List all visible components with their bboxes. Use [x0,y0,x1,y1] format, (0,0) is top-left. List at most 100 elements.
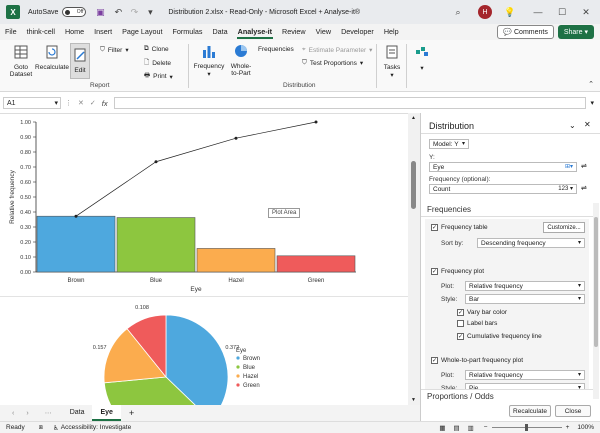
tab-analyse-it[interactable]: Analyse-it [233,24,277,40]
plot-select[interactable]: Relative frequency ▾ [465,281,585,291]
customize-button[interactable]: Customize... [543,222,585,233]
comments-button[interactable]: 💬 Comments [497,25,554,39]
tab-view[interactable]: View [315,27,332,36]
zoom-out-icon[interactable]: − [483,424,488,431]
plot2-select[interactable]: Relative frequency ▾ [465,370,585,380]
pane-scroll-thumb[interactable] [594,217,598,347]
lightbulb-icon[interactable]: 💡 [504,6,516,17]
frequency-button[interactable]: Frequency ▾ [192,43,226,78]
vertical-scrollbar[interactable]: ▲ ▼ [408,113,420,405]
scroll-up-icon[interactable]: ▲ [411,115,416,121]
y-options-icon[interactable]: ⇌ [581,163,587,170]
collapse-ribbon-icon[interactable]: ⌃ [588,81,594,88]
legend-marker [236,356,240,360]
accessibility-icon[interactable]: ♿ [52,424,59,432]
tab-data[interactable]: Data [212,27,228,36]
tab-scroll-right-icon[interactable]: › [26,409,29,417]
frequency-options-icon[interactable]: ⇌ [581,185,587,192]
filter-button[interactable]: ⛉ Filter ▾ [100,46,129,54]
vary-bar-color-checkbox[interactable]: ✓ Vary bar color [457,309,507,316]
normal-view-icon[interactable]: ▦ [439,424,446,432]
autosave-toggle[interactable]: Off [62,7,87,17]
undo-icon[interactable]: ↶ [114,6,123,17]
tab-more-icon[interactable]: ⋯ [44,410,52,417]
scroll-down-icon[interactable]: ▼ [411,397,416,403]
share-button[interactable]: Share ▾ [557,25,594,39]
formula-input[interactable] [113,97,587,109]
ribbon-separator [376,44,377,88]
clone-button[interactable]: ⧉ Clone [144,45,169,53]
recalculate-ribbon-button[interactable]: Recalculate [34,44,70,71]
frequencies-section-header[interactable]: Frequencies [421,203,593,217]
y-variable-field[interactable]: Eye ⊞▾ [429,162,577,172]
delete-button[interactable]: 🗋 Delete [144,58,171,69]
style-select[interactable]: Bar ▾ [465,294,585,304]
tasks-button[interactable]: Tasks ▾ [380,44,404,79]
cancel-icon[interactable]: ✕ [78,100,84,107]
frequency-variable-field[interactable]: Count 123 ▾ [429,184,577,194]
zoom-in-icon[interactable]: + [565,424,570,431]
macro-record-icon[interactable]: ⧈ [38,423,43,431]
name-box[interactable]: A1 ▾ [3,97,61,109]
maximize-icon[interactable]: ☐ [557,6,567,17]
tab-insert[interactable]: Insert [94,27,113,36]
redo-icon[interactable]: ↷ [130,6,139,17]
page-layout-view-icon[interactable]: ▤ [453,424,460,432]
whole-to-part-pie-chart[interactable]: 0.372 0.157 0.108 Eye Brown Blue Hazel Green [0,297,408,405]
close-button[interactable]: Close [555,405,591,417]
analyse-it-addin-button[interactable]: ▾ [410,44,434,72]
zoom-slider-thumb[interactable] [524,424,528,431]
close-icon[interactable]: ✕ [582,6,590,17]
label-bars-checkbox[interactable]: Label bars [457,320,497,327]
print-button[interactable]: 🖶 Print ▾ [144,71,173,82]
tab-developer[interactable]: Developer [341,27,374,36]
edit-button[interactable]: Edit [70,43,90,79]
customize-toolbar-icon[interactable]: ▾ [148,6,153,17]
pane-scrollbar[interactable] [593,203,599,399]
frequency-plot-checkbox[interactable]: ✓ Frequency plot [431,268,484,275]
frequency-table-checkbox[interactable]: ✓ Frequency table [431,224,488,231]
whole-to-part-button[interactable]: Whole- to-Part [226,43,256,77]
chevron-down-icon[interactable]: ▾ [590,100,594,107]
checkbox-unchecked [457,320,464,327]
recalculate-button[interactable]: Recalculate [509,405,551,417]
cumulative-frequency-line-checkbox[interactable]: ✓ Cumulative frequency line [457,333,542,340]
worksheet-area[interactable]: 0.00 0.10 0.20 0.30 0.40 0.50 0.60 0.70 0.80 0.90… [0,113,408,405]
tab-help[interactable]: Help [383,27,399,36]
tab-home[interactable]: Home [64,27,85,36]
enter-icon[interactable]: ✓ [89,100,96,107]
tab-page-layout[interactable]: Page Layout [122,27,163,36]
test-proportions-button[interactable]: ⛉ Test Proportions ▾ [302,59,363,67]
title-bar: X AutoSave Off ▣ ↶ ↷ ▾ Distribution 2.xl… [0,0,600,24]
add-sheet-button[interactable]: + [128,408,135,418]
insert-function-button[interactable]: fx [101,98,108,108]
avatar[interactable]: H [478,5,492,19]
frequency-bar-chart[interactable]: 0.00 0.10 0.20 0.30 0.40 0.50 0.60 0.70 0.80 0.90… [0,114,408,294]
scroll-thumb[interactable] [411,161,416,209]
zoom-slider[interactable] [491,424,562,431]
zoom-level[interactable]: 100% [577,424,594,431]
sort-by-select[interactable]: Descending frequency ▾ [477,238,585,248]
plot2-value: Relative frequency [469,372,523,379]
save-icon[interactable]: ▣ [96,6,105,17]
goto-dataset-button[interactable]: Goto Dataset [6,44,36,78]
whole-to-part-plot-checkbox[interactable]: ✓ Whole-to-part frequency plot [431,357,523,364]
sheet-tab-eye[interactable]: Eye [92,405,121,421]
pane-close-icon[interactable]: ✕ [584,120,591,129]
tab-review[interactable]: Review [282,27,306,36]
page-break-view-icon[interactable]: ▥ [467,424,474,432]
sheet-tab-data[interactable]: Data [69,409,85,416]
frequencies-button[interactable]: Frequencies [258,46,294,53]
tab-file[interactable]: File [5,27,17,36]
proportions-section-header[interactable]: Proportions / Odds [421,389,593,403]
estimate-parameter-button[interactable]: ⌖ Estimate Parameter ▾ [302,46,372,54]
pane-options-icon[interactable]: ⌄ [569,121,576,130]
search-icon[interactable]: ⌕ [455,6,461,17]
model-select[interactable]: Model: Y ▾ [429,139,469,149]
tab-think-cell[interactable]: think-cell [26,27,55,36]
minimize-icon[interactable]: — [533,7,543,17]
tab-scroll-left-icon[interactable]: ‹ [12,409,15,417]
tab-formulas[interactable]: Formulas [172,27,203,36]
customize-label: Customize... [547,225,581,231]
accessibility-status[interactable]: Accessibility: Investigate [60,424,132,431]
